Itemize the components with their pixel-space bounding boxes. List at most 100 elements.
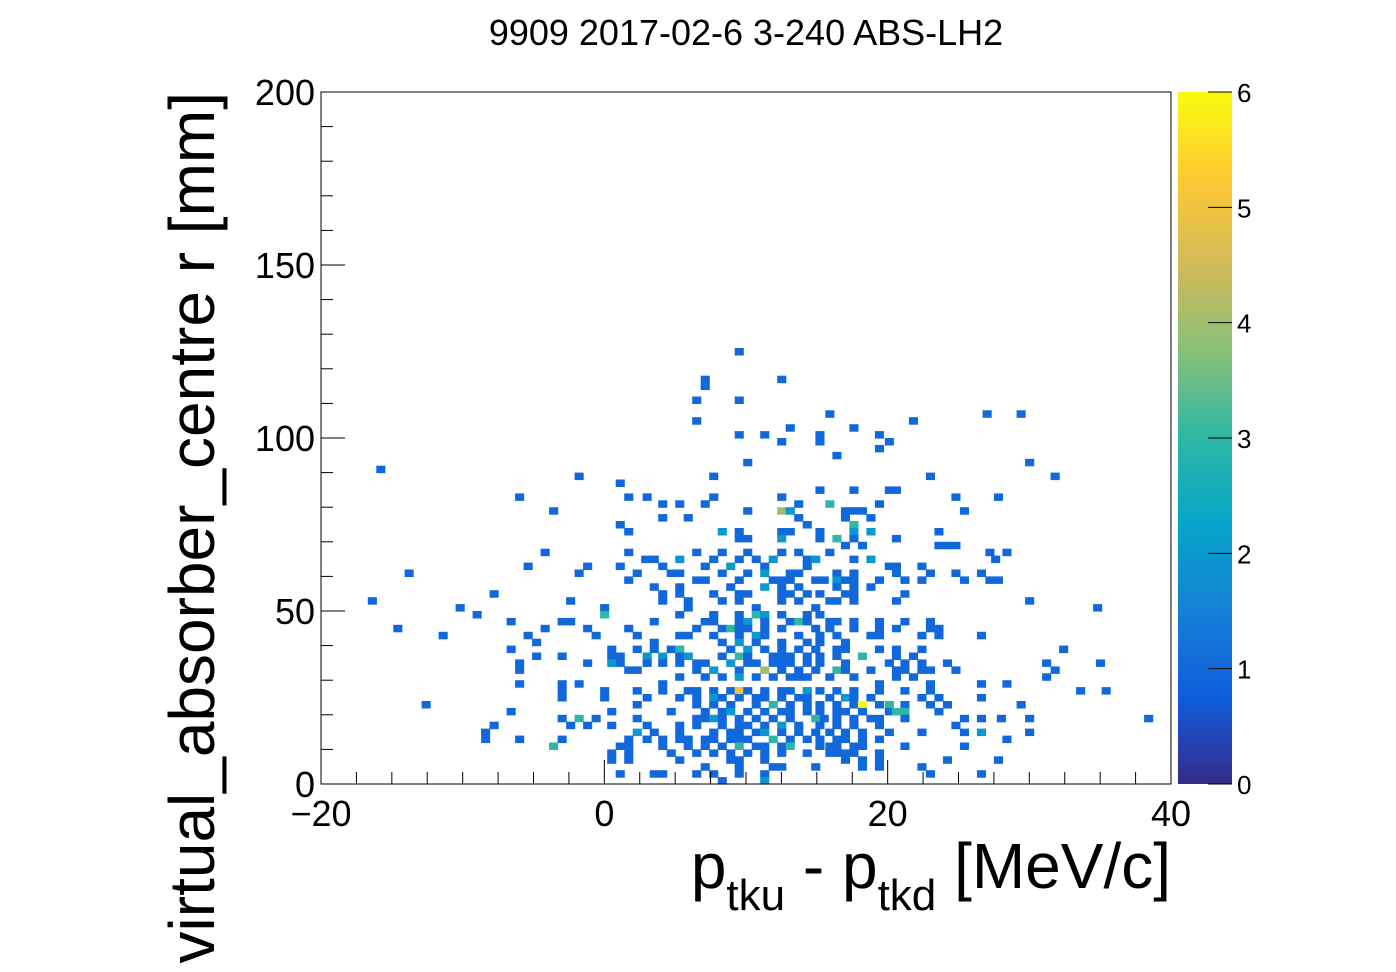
- heatmap-bin: [557, 714, 567, 723]
- heatmap-bin: [925, 569, 935, 577]
- heatmap-bin: [717, 721, 727, 730]
- heatmap-bin: [991, 555, 1001, 564]
- heatmap-bin: [624, 528, 634, 536]
- heatmap-bin: [832, 687, 842, 695]
- heatmap-bin: [959, 507, 969, 515]
- heatmap-bin: [658, 735, 668, 744]
- heatmap-bin: [649, 555, 659, 564]
- heatmap-bin: [777, 611, 787, 619]
- x-tick-label: 0: [594, 793, 614, 834]
- heatmap-bin: [832, 583, 842, 591]
- heatmap-bin: [825, 410, 835, 418]
- heatmap-bin: [1059, 645, 1069, 654]
- heatmap-bin: [785, 687, 795, 695]
- heatmap-bin: [884, 659, 894, 667]
- heatmap-bin: [583, 721, 593, 730]
- heatmap-bin: [802, 687, 812, 695]
- heatmap-bin: [489, 721, 499, 730]
- heatmap-bin: [726, 728, 736, 737]
- heatmap-bin: [849, 673, 859, 681]
- heatmap-bin: [934, 694, 944, 702]
- heatmap-bin: [683, 742, 693, 750]
- heatmap-bin: [532, 652, 542, 660]
- heatmap-bin: [925, 666, 935, 674]
- colorbar-tick-label: 3: [1237, 424, 1251, 454]
- heatmap-bin: [849, 694, 859, 702]
- heatmap-bin: [891, 569, 901, 577]
- heatmap-bin: [683, 735, 693, 744]
- heatmap-bin: [768, 701, 778, 709]
- heatmap-bin: [959, 728, 969, 737]
- heatmap-bin: [802, 638, 812, 647]
- heatmap-bin: [866, 514, 876, 522]
- heatmap-bin: [760, 611, 770, 619]
- heatmap-bin: [777, 763, 787, 771]
- heatmap-bin: [802, 694, 812, 702]
- heatmap-bin: [709, 666, 719, 674]
- heatmap-bin: [785, 659, 795, 667]
- heatmap-bin: [802, 673, 812, 681]
- heatmap-bin: [700, 617, 710, 626]
- heatmap-bin: [600, 694, 610, 702]
- heatmap-bin: [675, 500, 685, 508]
- heatmap-bin: [734, 555, 744, 564]
- heatmap-bin: [624, 548, 634, 557]
- heatmap-bin: [557, 694, 567, 702]
- heatmap-bin: [917, 728, 927, 737]
- heatmap-bin: [760, 569, 770, 577]
- heatmap-bin: [523, 562, 533, 571]
- heatmap-bin: [1002, 735, 1012, 744]
- heatmap-bin: [857, 652, 867, 660]
- heatmap-bin: [489, 590, 499, 598]
- heatmap-bin: [760, 728, 770, 737]
- heatmap-bin: [832, 645, 842, 654]
- heatmap-bin: [976, 569, 986, 577]
- heatmap-bin: [1042, 673, 1052, 681]
- heatmap-bin: [734, 756, 744, 764]
- heatmap-bin: [925, 680, 935, 688]
- heatmap-bin: [624, 735, 634, 744]
- heatmap-bin: [760, 694, 770, 702]
- heatmap-bin: [666, 645, 676, 654]
- heatmap-bin: [891, 652, 901, 660]
- heatmap-bin: [760, 666, 770, 674]
- heatmap-bin: [802, 555, 812, 564]
- heatmap-bin: [734, 534, 744, 543]
- heatmap-bin: [811, 728, 821, 737]
- heatmap-bin: [866, 528, 876, 536]
- heatmap-bin: [959, 576, 969, 584]
- heatmap-bin: [624, 749, 634, 757]
- heatmap-bin: [557, 687, 567, 695]
- heatmap-bin: [743, 707, 753, 716]
- heatmap-bin: [811, 624, 821, 633]
- heatmap-bin: [951, 541, 961, 550]
- heatmap-bin: [849, 590, 859, 598]
- heatmap-bin: [683, 597, 693, 605]
- heatmap-bin: [717, 694, 727, 702]
- heatmap-bin: [675, 645, 685, 654]
- heatmap-bin: [840, 576, 850, 584]
- heatmap-bin: [825, 617, 835, 626]
- heatmap-bin: [734, 728, 744, 737]
- heatmap-bin: [760, 617, 770, 626]
- heatmap-bin: [785, 735, 795, 744]
- heatmap-bin: [832, 631, 842, 640]
- heatmap-bin: [675, 652, 685, 660]
- heatmap-bin: [985, 548, 995, 557]
- heatmap-bin: [692, 694, 702, 702]
- heatmap-bin: [743, 569, 753, 577]
- heatmap-bin: [717, 742, 727, 750]
- heatmap-bin: [849, 555, 859, 564]
- heatmap-bin: [666, 749, 676, 757]
- heatmap-bin: [709, 617, 719, 626]
- heatmap-bin: [785, 576, 795, 584]
- heatmap-bin: [849, 528, 859, 536]
- heatmap-bin: [1025, 458, 1035, 467]
- heatmap-bin: [734, 348, 744, 356]
- heatmap-bin: [840, 638, 850, 647]
- heatmap-bin: [840, 541, 850, 550]
- heatmap-bin: [675, 694, 685, 702]
- heatmap-bin: [874, 701, 884, 709]
- heatmap-bin: [666, 707, 676, 716]
- heatmap-bin: [849, 714, 859, 723]
